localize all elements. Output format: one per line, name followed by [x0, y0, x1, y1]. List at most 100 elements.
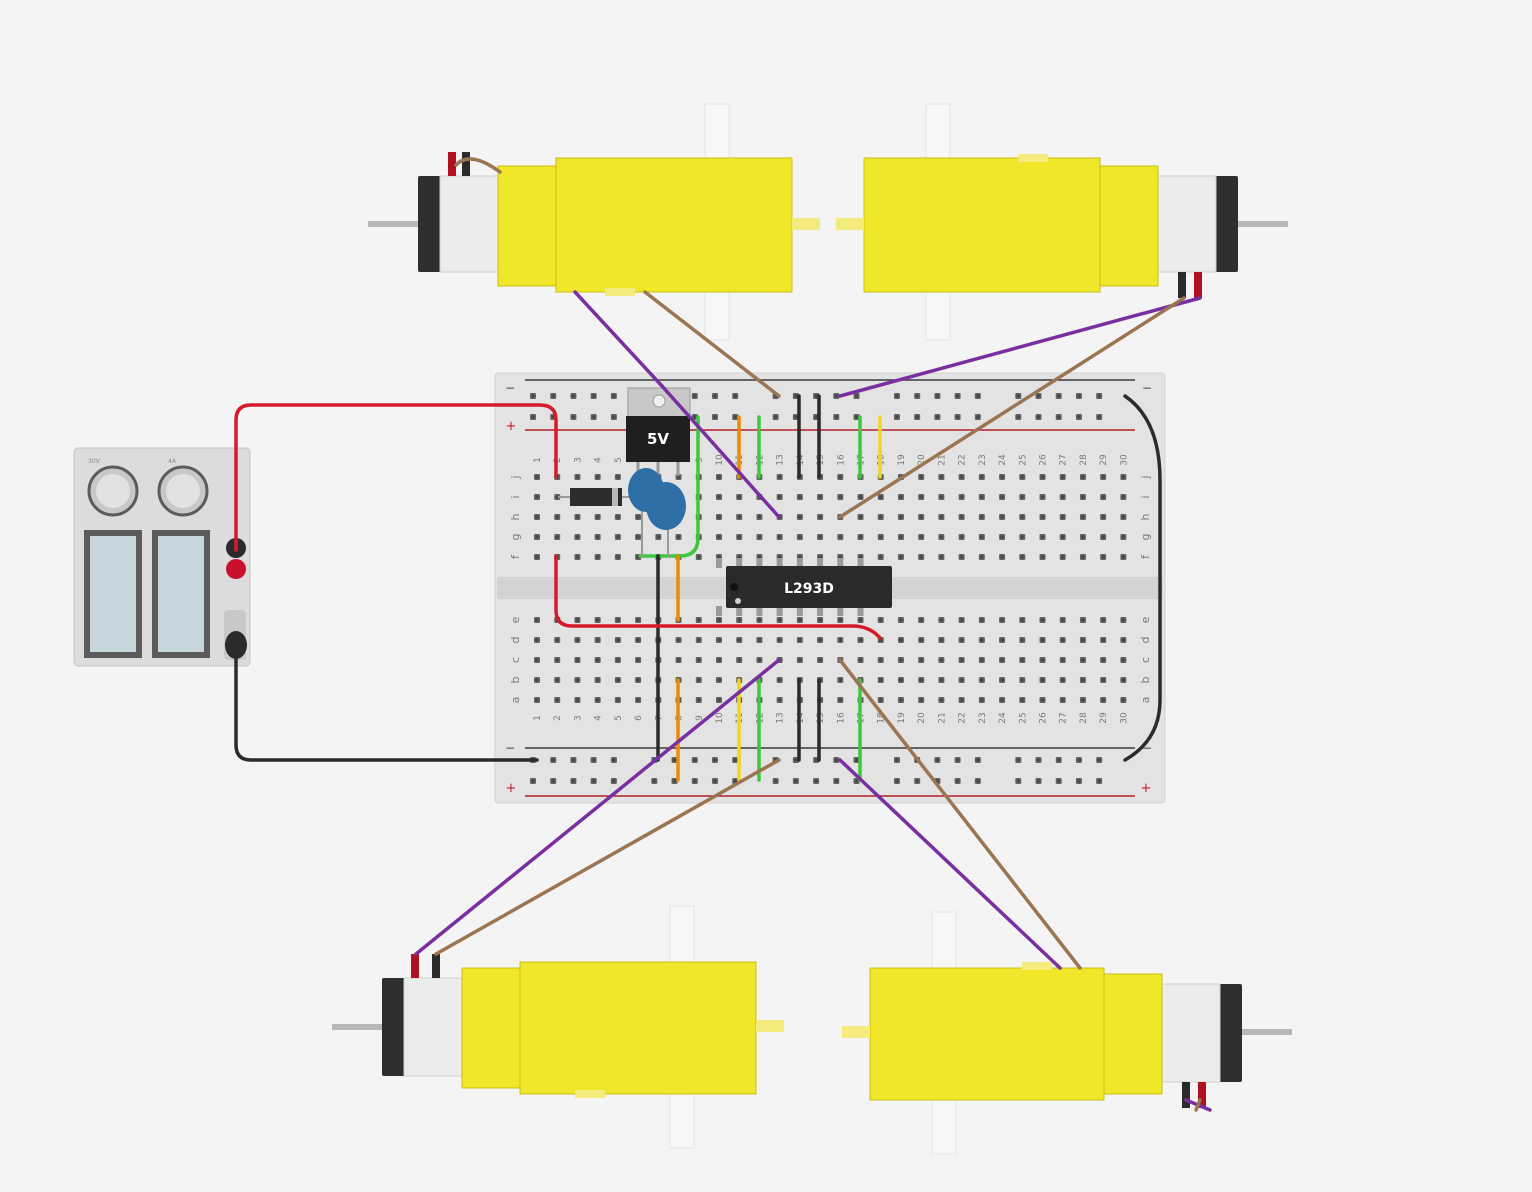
breadboard-hole[interactable] — [1059, 554, 1066, 560]
breadboard-hole[interactable] — [817, 637, 824, 643]
breadboard-hole[interactable] — [534, 534, 540, 540]
breadboard-hole[interactable] — [736, 617, 743, 623]
breadboard-hole[interactable] — [796, 617, 803, 623]
breadboard-hole[interactable] — [958, 637, 965, 643]
breadboard-hole[interactable] — [534, 474, 540, 480]
breadboard-hole[interactable] — [736, 534, 743, 540]
breadboard-hole[interactable] — [530, 778, 536, 784]
breadboard-hole[interactable] — [594, 554, 601, 560]
breadboard-hole[interactable] — [1059, 697, 1066, 703]
breadboard-hole[interactable] — [1019, 494, 1026, 500]
breadboard-hole[interactable] — [1096, 757, 1103, 763]
breadboard-hole[interactable] — [695, 657, 702, 663]
breadboard-hole[interactable] — [1096, 393, 1103, 399]
breadboard-hole[interactable] — [691, 393, 698, 399]
breadboard-hole[interactable] — [570, 778, 577, 784]
breadboard-hole[interactable] — [715, 514, 722, 520]
breadboard-hole[interactable] — [877, 514, 884, 520]
breadboard-hole[interactable] — [554, 657, 561, 663]
breadboard-hole[interactable] — [796, 494, 803, 500]
breadboard-hole[interactable] — [715, 657, 722, 663]
breadboard-hole[interactable] — [918, 474, 925, 480]
capacitor[interactable] — [646, 482, 686, 558]
breadboard-hole[interactable] — [1120, 677, 1127, 683]
breadboard-hole[interactable] — [796, 534, 803, 540]
breadboard-hole[interactable] — [590, 778, 597, 784]
breadboard-hole[interactable] — [736, 514, 743, 520]
breadboard-hole[interactable] — [534, 514, 540, 520]
breadboard-hole[interactable] — [1039, 637, 1046, 643]
breadboard-hole[interactable] — [1079, 514, 1086, 520]
breadboard-hole[interactable] — [1019, 657, 1026, 663]
breadboard-hole[interactable] — [817, 617, 824, 623]
breadboard-hole[interactable] — [837, 474, 844, 480]
breadboard-hole[interactable] — [877, 697, 884, 703]
breadboard-hole[interactable] — [978, 617, 985, 623]
breadboard-hole[interactable] — [897, 657, 904, 663]
breadboard-hole[interactable] — [853, 393, 860, 399]
breadboard-hole[interactable] — [590, 757, 597, 763]
breadboard-hole[interactable] — [934, 393, 941, 399]
breadboard-hole[interactable] — [574, 657, 581, 663]
breadboard-hole[interactable] — [1075, 778, 1082, 784]
breadboard-hole[interactable] — [958, 474, 965, 480]
breadboard-hole[interactable] — [1039, 534, 1046, 540]
breadboard-hole[interactable] — [1055, 778, 1062, 784]
breadboard-hole[interactable] — [1059, 494, 1066, 500]
breadboard-hole[interactable] — [1100, 637, 1107, 643]
brown-wire[interactable] — [838, 296, 1186, 519]
breadboard-hole[interactable] — [1019, 474, 1026, 480]
breadboard-hole[interactable] — [614, 474, 621, 480]
diode[interactable] — [558, 488, 638, 506]
breadboard-hole[interactable] — [999, 697, 1006, 703]
breadboard-hole[interactable] — [574, 637, 581, 643]
breadboard-hole[interactable] — [796, 657, 803, 663]
breadboard-hole[interactable] — [1120, 637, 1127, 643]
breadboard-hole[interactable] — [958, 514, 965, 520]
breadboard-hole[interactable] — [817, 514, 824, 520]
breadboard-hole[interactable] — [1120, 617, 1127, 623]
breadboard-hole[interactable] — [837, 677, 844, 683]
breadboard-hole[interactable] — [999, 554, 1006, 560]
breadboard-hole[interactable] — [695, 617, 702, 623]
breadboard-hole[interactable] — [534, 697, 540, 703]
breadboard-hole[interactable] — [1059, 657, 1066, 663]
breadboard-hole[interactable] — [1100, 534, 1107, 540]
breadboard-hole[interactable] — [635, 514, 642, 520]
supply-negative-wire[interactable] — [234, 638, 539, 762]
breadboard-hole[interactable] — [877, 677, 884, 683]
breadboard-hole[interactable] — [635, 657, 642, 663]
breadboard-hole[interactable] — [938, 697, 945, 703]
breadboard-hole[interactable] — [1035, 757, 1042, 763]
breadboard-hole[interactable] — [1039, 554, 1046, 560]
breadboard-hole[interactable] — [918, 697, 925, 703]
breadboard-hole[interactable] — [1039, 657, 1046, 663]
breadboard-hole[interactable] — [978, 657, 985, 663]
breadboard-hole[interactable] — [1019, 514, 1026, 520]
breadboard-hole[interactable] — [711, 778, 718, 784]
breadboard-hole[interactable] — [897, 494, 904, 500]
breadboard-hole[interactable] — [796, 637, 803, 643]
breadboard-hole[interactable] — [554, 697, 561, 703]
red-jumper[interactable] — [554, 554, 882, 640]
breadboard-hole[interactable] — [776, 617, 783, 623]
l293d-chip[interactable]: L293D — [715, 558, 892, 616]
breadboard-hole[interactable] — [857, 534, 864, 540]
breadboard-hole[interactable] — [711, 393, 718, 399]
breadboard-hole[interactable] — [1019, 554, 1026, 560]
breadboard-hole[interactable] — [1079, 554, 1086, 560]
breadboard-hole[interactable] — [736, 637, 743, 643]
breadboard-hole[interactable] — [534, 657, 540, 663]
breadboard-hole[interactable] — [837, 617, 844, 623]
breadboard-hole[interactable] — [918, 617, 925, 623]
power-supply[interactable]: 30V 4A — [73, 447, 251, 667]
breadboard-hole[interactable] — [534, 637, 540, 643]
breadboard-hole[interactable] — [893, 393, 900, 399]
breadboard-hole[interactable] — [938, 554, 945, 560]
breadboard-hole[interactable] — [574, 534, 581, 540]
breadboard-hole[interactable] — [1015, 414, 1022, 420]
breadboard-hole[interactable] — [570, 414, 577, 420]
breadboard-hole[interactable] — [635, 617, 642, 623]
breadboard-hole[interactable] — [1059, 637, 1066, 643]
breadboard-hole[interactable] — [1120, 534, 1127, 540]
